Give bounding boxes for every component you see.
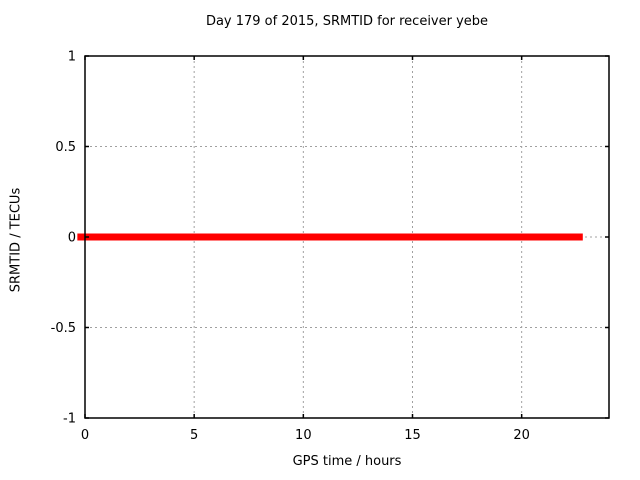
x-tick-label: 20 <box>513 428 530 443</box>
x-tick-label: 10 <box>295 428 312 443</box>
x-axis-label: GPS time / hours <box>292 454 402 469</box>
y-tick-label: 0.5 <box>55 140 76 155</box>
x-tick-label: 15 <box>404 428 421 443</box>
y-tick-label: 0 <box>68 231 76 246</box>
x-tick-label: 0 <box>81 428 89 443</box>
x-tick-label: 5 <box>190 428 198 443</box>
chart-title: Day 179 of 2015, SRMTID for receiver yeb… <box>205 14 489 29</box>
y-tick-label: -0.5 <box>51 321 76 336</box>
y-tick-label: -1 <box>63 412 76 427</box>
y-tick-label: 1 <box>68 50 76 65</box>
